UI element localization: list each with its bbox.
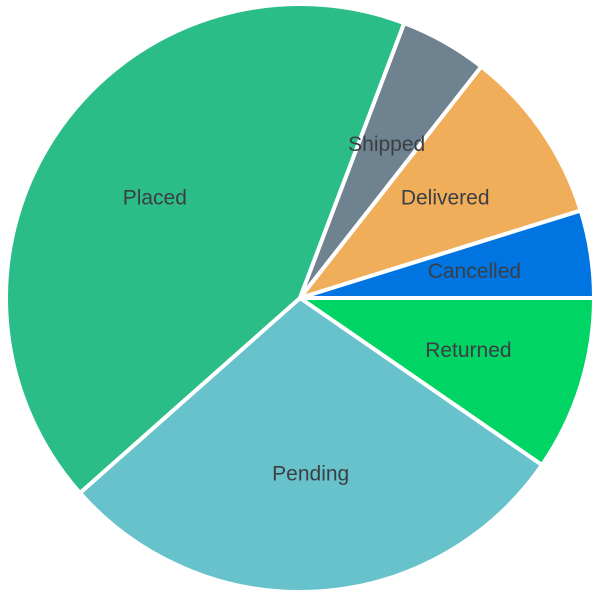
pie-slices [4, 2, 596, 594]
pie-slice-returned [298, 296, 596, 468]
pie-label-cancelled: Cancelled [428, 260, 521, 283]
pie-label-shipped: Shipped [348, 133, 425, 156]
pie-slice-pending [77, 296, 544, 594]
pie-label-placed: Placed [123, 186, 187, 209]
pie-slice-cancelled [298, 208, 596, 300]
pie-label-pending: Pending [272, 463, 349, 486]
pie-label-delivered: Delivered [401, 186, 490, 209]
pie-slice-delivered [298, 64, 583, 300]
pie-slice-placed [4, 2, 407, 495]
pie-labels: Returned Pending Placed Shipped Delivered Can… [123, 133, 521, 486]
pie-label-returned: Returned [425, 339, 511, 362]
